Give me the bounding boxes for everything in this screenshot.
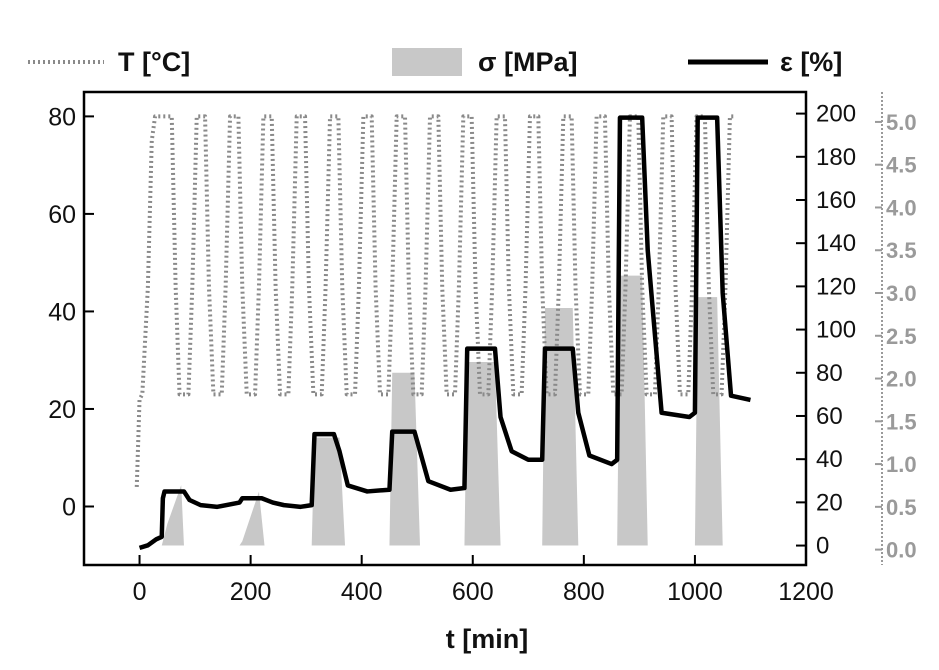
stress-tick-label: 140 <box>816 230 856 257</box>
plot-frame <box>82 90 808 567</box>
stress-tick-label: 80 <box>816 360 843 387</box>
strain-tick-label: 0.5 <box>886 495 917 520</box>
strain-tick-label: 3.0 <box>886 281 917 306</box>
legend-label-strain: ε [%] <box>780 47 842 77</box>
legend-swatch-stress <box>392 48 462 76</box>
temperature-tick-label: 20 <box>48 396 76 424</box>
temperature-tick-label: 40 <box>48 298 76 326</box>
x-tick-label: 1200 <box>778 578 834 606</box>
x-tick-label: 0 <box>133 578 147 606</box>
strain-tick-label: 4.5 <box>886 153 917 178</box>
stress-tick-label: 0 <box>816 533 829 560</box>
series-temperature-line <box>134 114 734 488</box>
legend-label-stress: σ [MPa] <box>478 47 577 77</box>
strain-tick-label: 0.0 <box>886 538 917 563</box>
x-tick-label: 400 <box>341 578 383 606</box>
strain-tick-label: 4.0 <box>886 195 917 220</box>
stress-tick-label: 40 <box>816 446 843 473</box>
strain-tick-label: 5.0 <box>886 110 917 135</box>
temperature-tick-label: 80 <box>48 103 76 131</box>
x-axis: 0 200 400 600 800 1000 1200 <box>133 555 834 606</box>
series-stress-area <box>139 275 751 546</box>
series-layer <box>134 114 751 551</box>
strain-tick-label: 1.5 <box>886 409 917 434</box>
stress-tick-label: 20 <box>816 489 843 516</box>
x-axis-title: t [min] <box>446 624 528 654</box>
x-tick-label: 800 <box>563 578 605 606</box>
stress-tick-label: 200 <box>816 101 856 128</box>
stress-tick-label: 60 <box>816 403 843 430</box>
stress-tick-label: 120 <box>816 273 856 300</box>
series-strain-line <box>138 115 751 551</box>
temperature-tick-label: 0 <box>62 493 76 521</box>
legend: T [°C] σ [MPa] ε [%] <box>28 47 842 77</box>
plot-area <box>82 90 808 567</box>
strain-tick-label: 1.0 <box>886 452 917 477</box>
y-axis-stress: 0 20 40 60 80 100 120 140 160 180 200 <box>796 101 856 560</box>
stress-tick-label: 100 <box>816 317 856 344</box>
x-tick-label: 200 <box>230 578 272 606</box>
x-tick-label: 600 <box>452 578 494 606</box>
x-tick-label: 1000 <box>667 578 723 606</box>
y-axis-temperature: 0 20 40 60 80 <box>48 103 94 521</box>
strain-tick-label: 3.5 <box>886 238 917 263</box>
strain-tick-label: 2.5 <box>886 324 917 349</box>
stress-tick-label: 180 <box>816 144 856 171</box>
stress-tick-label: 160 <box>816 187 856 214</box>
y-axis-strain: 0.0 0.5 1.0 1.5 2.0 2.5 3.0 3.5 4.0 4.5 5.0 <box>875 92 917 565</box>
temperature-tick-label: 60 <box>48 201 76 229</box>
strain-tick-label: 2.0 <box>886 367 917 392</box>
legend-label-temperature: T [°C] <box>118 47 190 77</box>
